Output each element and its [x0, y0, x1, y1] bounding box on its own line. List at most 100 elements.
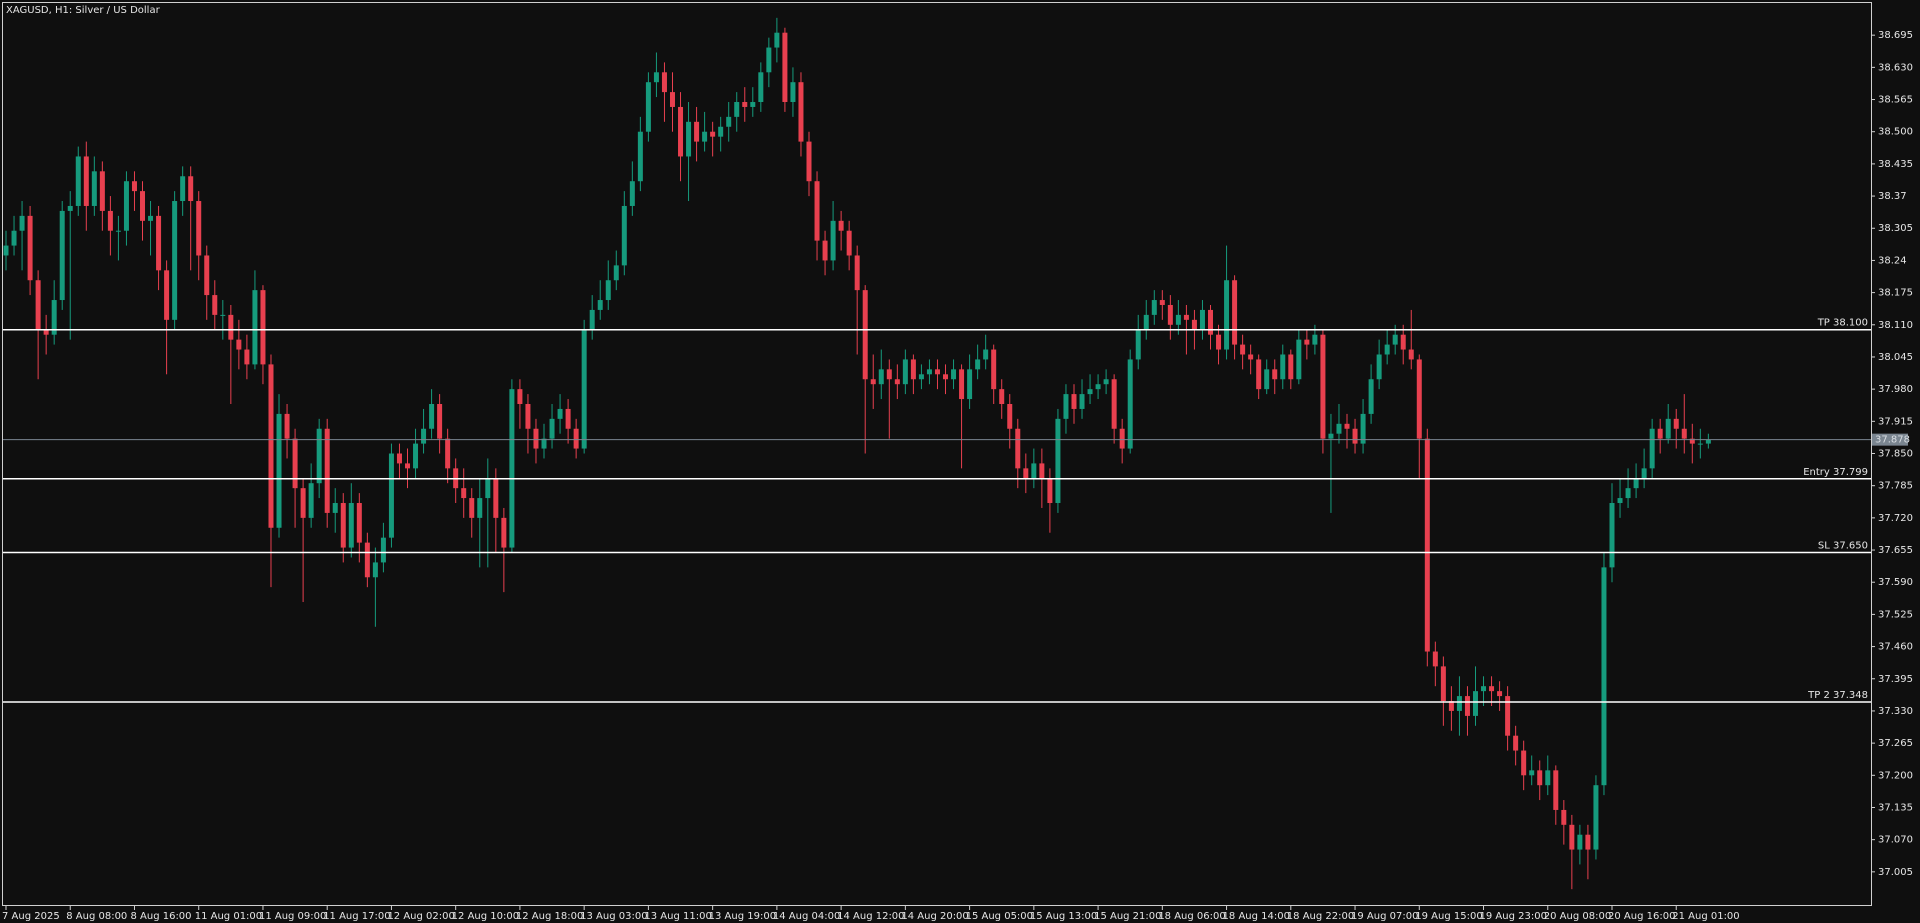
y-tick-label: 38.435 — [1878, 159, 1913, 170]
y-tick-label: 37.070 — [1878, 835, 1913, 846]
candle-body — [1633, 478, 1639, 489]
candle-body — [107, 210, 113, 231]
x-tick-label: 21 Aug 01:00 — [1672, 911, 1739, 922]
candle-body — [1416, 359, 1422, 439]
x-tick-label: 13 Aug 11:00 — [644, 911, 711, 922]
candle-body — [1288, 354, 1294, 380]
y-tick-label: 38.110 — [1878, 320, 1913, 331]
candle-body — [220, 314, 226, 316]
y-tick-label: 37.005 — [1878, 867, 1913, 878]
candle-body — [1151, 300, 1157, 315]
candle-body — [1400, 334, 1406, 350]
candle-body — [405, 463, 410, 469]
candle-body — [1256, 359, 1262, 390]
candle-body — [565, 408, 571, 429]
candle-body — [27, 215, 33, 281]
y-tick-label: 38.305 — [1878, 223, 1913, 234]
candle-body — [943, 374, 949, 380]
candle-body — [1047, 478, 1053, 504]
x-tick-label: 15 Aug 21:00 — [1094, 911, 1161, 922]
candle-body — [694, 121, 700, 142]
candle-body — [629, 181, 635, 206]
candle-body — [1304, 339, 1310, 345]
candle-body — [862, 290, 868, 380]
y-tick-label: 37.980 — [1878, 384, 1913, 395]
y-tick-label: 38.24 — [1878, 255, 1907, 266]
candle-body — [356, 503, 362, 543]
candle-body — [926, 369, 932, 375]
candle-body — [766, 47, 772, 73]
candle-body — [902, 359, 908, 385]
candle-body — [854, 255, 860, 291]
candle-body — [1320, 334, 1326, 439]
x-tick-label: 15 Aug 13:00 — [1030, 911, 1097, 922]
candle-body — [388, 453, 394, 538]
y-tick-label: 37.655 — [1878, 545, 1913, 556]
candle-body — [1240, 344, 1246, 355]
x-tick-label: 19 Aug 23:00 — [1480, 911, 1547, 922]
candle-body — [509, 389, 515, 548]
candle-body — [1641, 468, 1647, 479]
level-label: TP 2 37.348 — [1807, 690, 1868, 701]
candle-body — [525, 403, 531, 429]
candle-body — [51, 300, 57, 335]
candle-body — [1649, 428, 1655, 469]
candle-body — [1577, 834, 1583, 850]
candle-body — [983, 349, 989, 360]
candle-body — [1376, 354, 1382, 380]
candle-body — [91, 171, 97, 206]
candle-body — [437, 403, 443, 439]
candle-body — [1384, 344, 1390, 355]
y-tick-label: 38.565 — [1878, 95, 1913, 106]
candle-body — [324, 428, 330, 513]
candle-body — [790, 82, 796, 103]
candle-body — [1497, 691, 1503, 697]
candle-body — [1264, 369, 1270, 390]
x-tick-label: 11 Aug 09:00 — [259, 911, 326, 922]
candle-body — [758, 72, 764, 103]
candle-body — [1545, 770, 1551, 786]
candle-body — [830, 220, 836, 261]
candle-body — [1199, 309, 1205, 330]
candle-body — [1432, 651, 1438, 667]
candle-body — [1464, 696, 1470, 716]
candle-body — [605, 280, 611, 301]
candle-body — [1392, 334, 1398, 345]
candle-body — [501, 517, 507, 548]
candle-body — [1505, 696, 1511, 736]
candle-body — [67, 205, 73, 211]
candle-body — [1368, 379, 1374, 414]
x-tick-label: 19 Aug 15:00 — [1415, 911, 1482, 922]
candle-body — [396, 453, 402, 464]
candle-body — [774, 32, 780, 48]
candle-body — [156, 215, 162, 271]
candle-body — [1657, 428, 1663, 439]
candle-body — [846, 230, 852, 256]
candle-body — [1352, 428, 1358, 444]
candle-body — [1601, 567, 1607, 786]
candle-body — [1336, 423, 1342, 434]
candle-body — [589, 309, 595, 330]
candle-body — [1135, 329, 1141, 360]
candle-body — [1191, 319, 1197, 330]
candle-body — [734, 102, 740, 117]
candle-body — [421, 428, 427, 444]
candle-body — [1456, 696, 1462, 711]
candle-body — [172, 201, 178, 320]
y-tick-label: 38.175 — [1878, 288, 1913, 299]
candle-body — [1232, 280, 1238, 345]
candle-body — [1127, 359, 1133, 449]
candle-body — [1216, 334, 1222, 350]
candle-body — [1272, 369, 1278, 380]
candle-body — [870, 379, 876, 385]
candle-body — [1665, 418, 1671, 439]
candle-body — [975, 359, 981, 370]
candle-body — [1561, 809, 1567, 825]
candle-body — [806, 141, 812, 182]
x-tick-label: 12 Aug 10:00 — [452, 911, 519, 922]
candle-body — [1689, 438, 1695, 444]
candle-body — [1697, 443, 1703, 445]
candle-body — [1625, 488, 1631, 499]
x-tick-label: 14 Aug 20:00 — [901, 911, 968, 922]
